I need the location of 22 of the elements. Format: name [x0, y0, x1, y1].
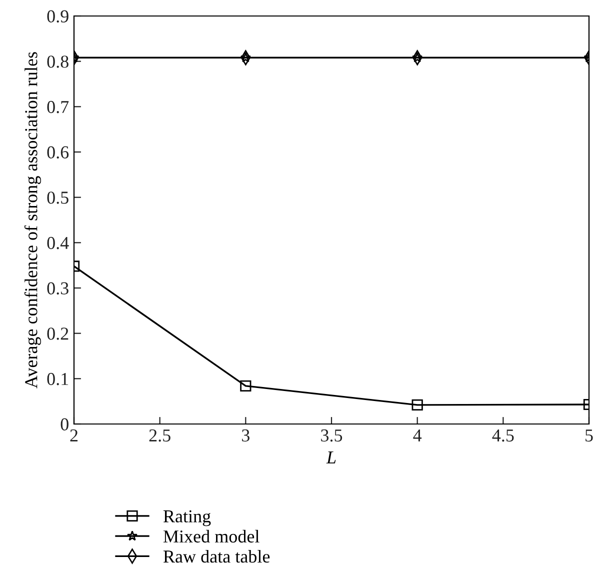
- y-tick-label: 0.7: [47, 100, 69, 114]
- y-tick-label: 0.5: [47, 192, 68, 204]
- legend-label: Raw data table: [163, 550, 270, 563]
- y-tick-label: 0: [60, 418, 68, 430]
- y-tick-label: 0.9: [47, 10, 68, 23]
- legend-label: Rating: [163, 510, 211, 526]
- x-tick-label: 4: [413, 430, 422, 442]
- y-tick-label: 0.1: [47, 372, 68, 386]
- y-tick-label: 0.4: [47, 236, 69, 250]
- x-tick-label: 2: [70, 429, 78, 442]
- x-axis-title: L: [326, 451, 336, 464]
- legend-label: Mixed model: [163, 530, 260, 543]
- y-tick-label: 0.3: [47, 282, 68, 295]
- y-tick-label: 0.6: [47, 146, 69, 159]
- x-tick-label: 3: [242, 429, 250, 442]
- y-tick-label: 0.2: [47, 328, 68, 340]
- y-tick-label: 0.8: [47, 56, 68, 68]
- x-tick-label: 5: [586, 430, 593, 442]
- x-tick-label: 2.5: [149, 429, 170, 442]
- y-axis-title: Average confidence of strong association rules: [24, 52, 42, 388]
- x-tick-label: 3.5: [321, 429, 342, 442]
- x-tick-label: 4.5: [492, 430, 514, 442]
